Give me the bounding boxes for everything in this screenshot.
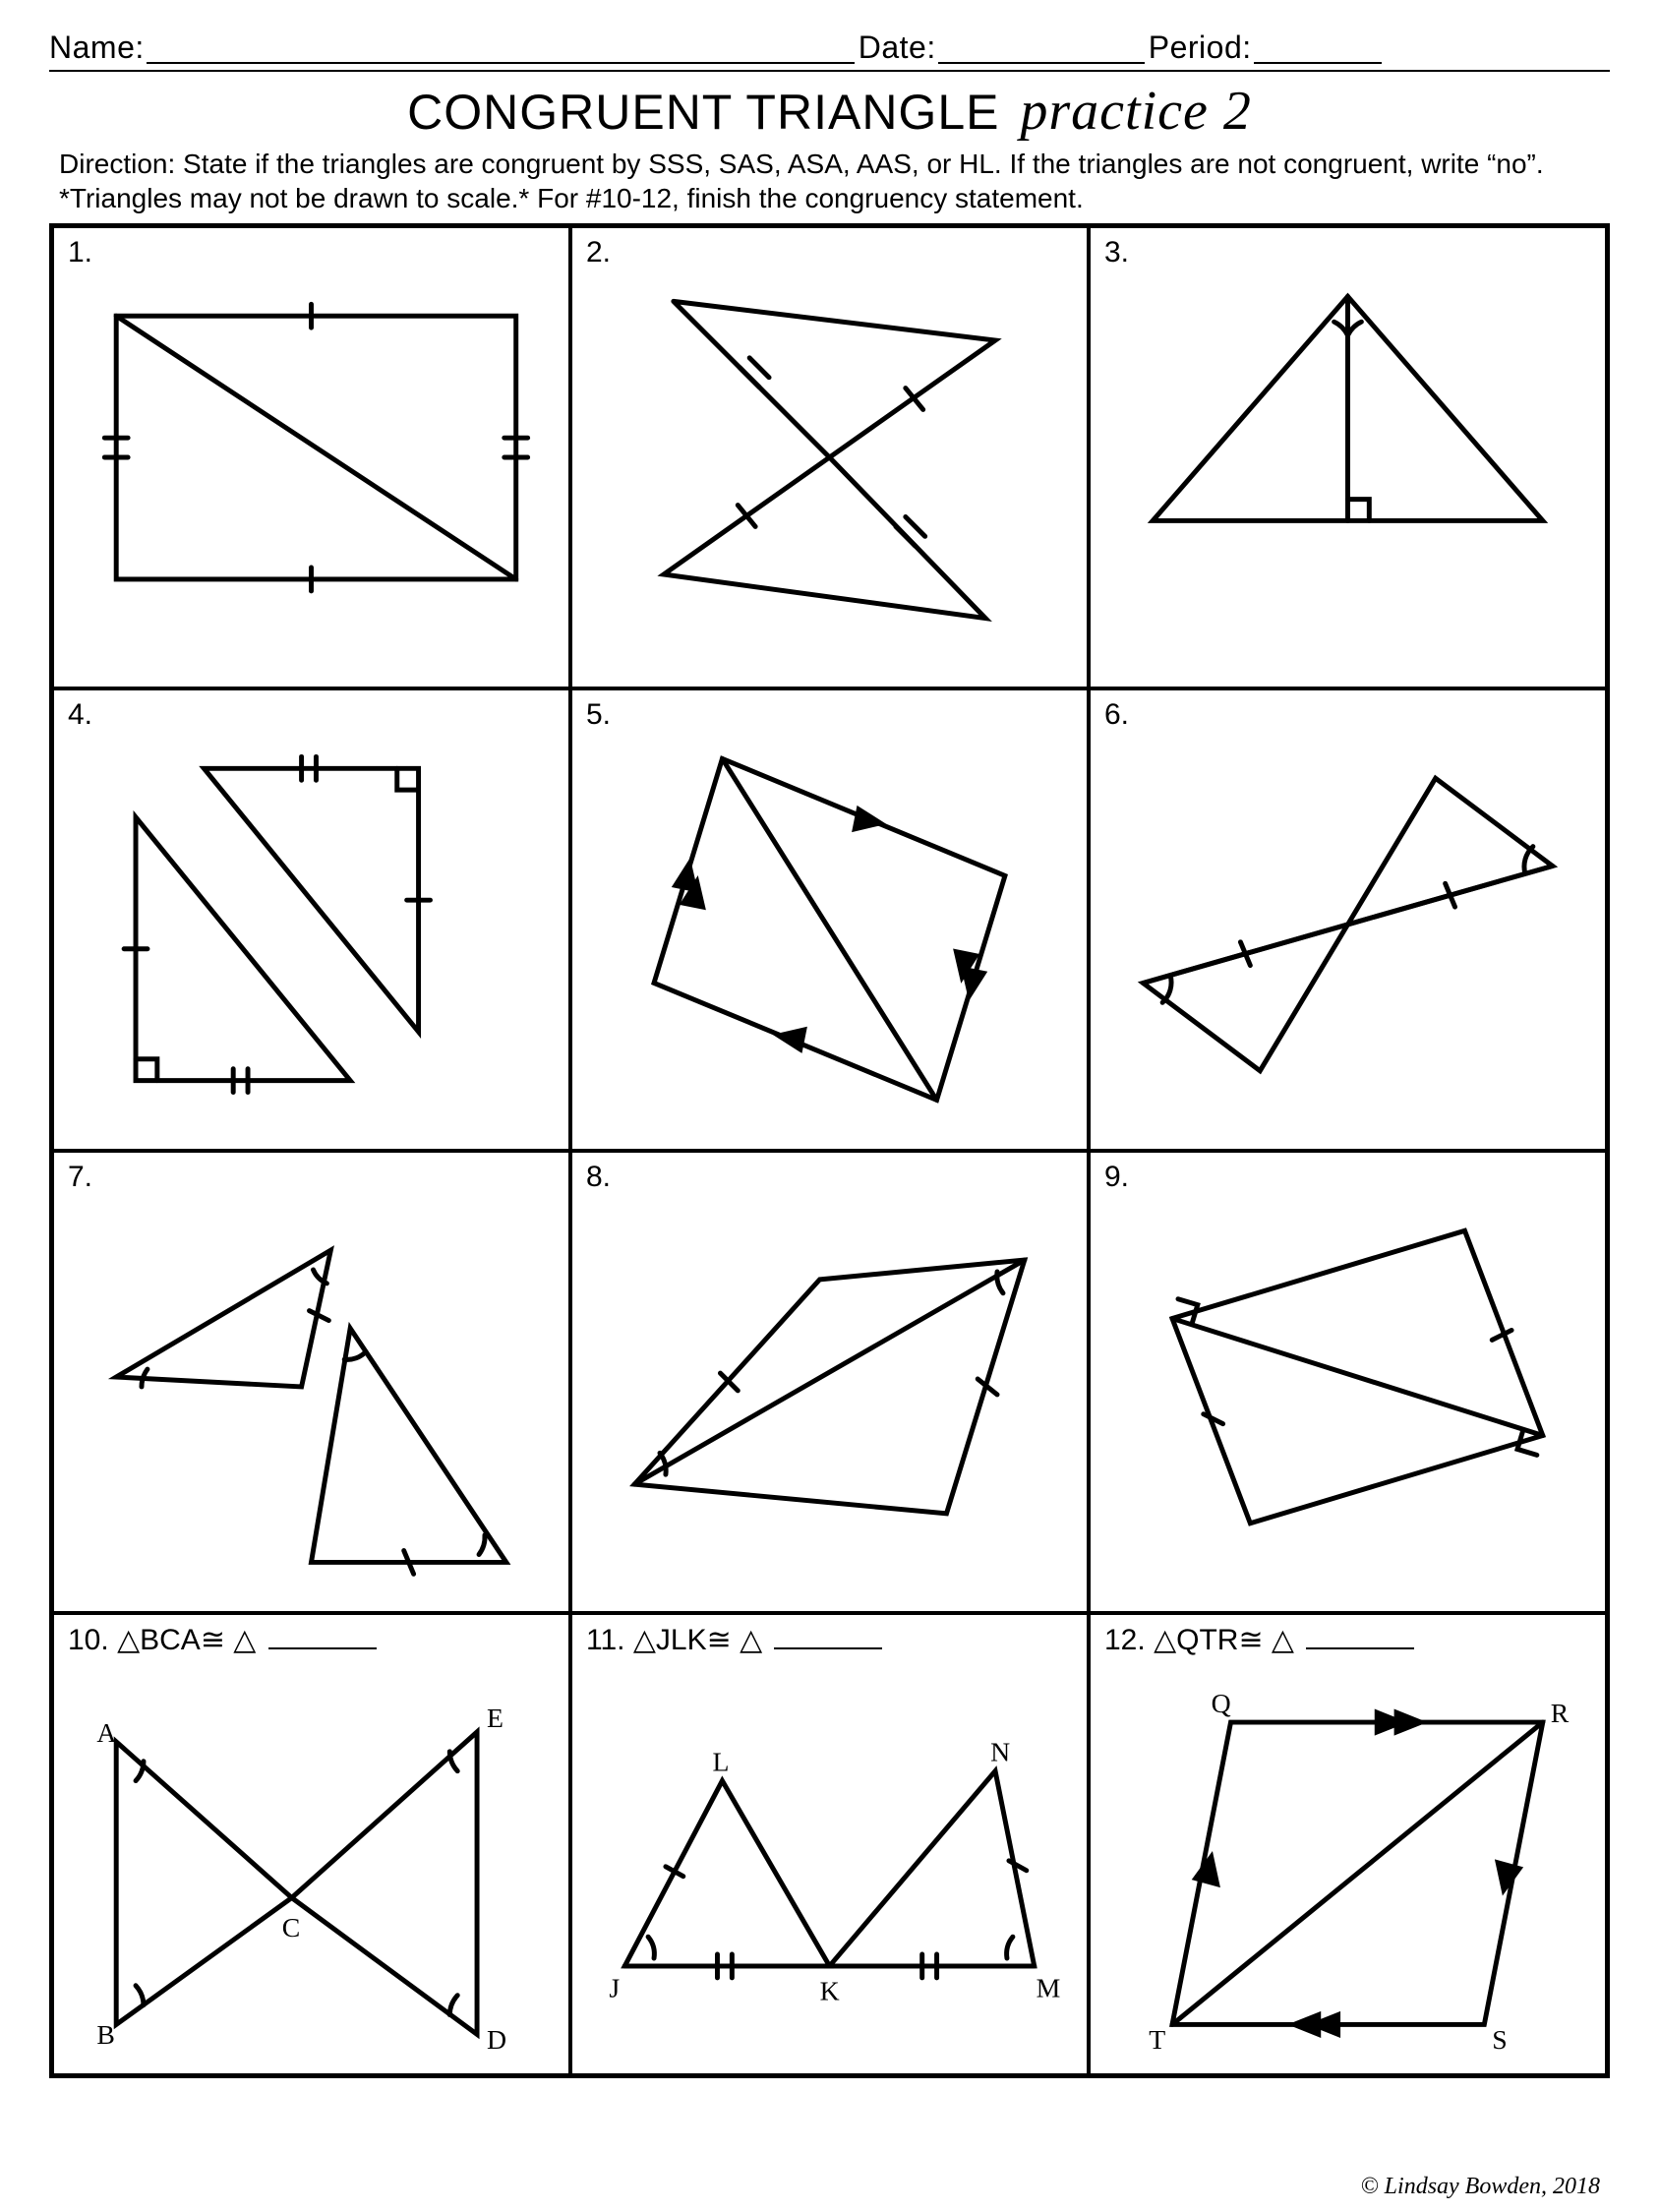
qnum-2: 2. xyxy=(586,236,611,269)
problem-11: 11. △JLK≅ △ xyxy=(570,1613,1089,2075)
title-script: practice 2 xyxy=(1020,81,1251,142)
qnum-9: 9. xyxy=(1104,1161,1129,1194)
figure-8 xyxy=(572,1153,1087,1611)
problem-2: 2. xyxy=(570,226,1089,688)
statement-10: 10. △BCA≅ △ xyxy=(68,1623,377,1657)
problem-1: 1. xyxy=(52,226,570,688)
qnum-11: 11. xyxy=(586,1624,624,1656)
label-R: R xyxy=(1551,1699,1570,1729)
statement-11: 11. △JLK≅ △ xyxy=(586,1623,882,1657)
copyright-footer: © Lindsay Bowden, 2018 xyxy=(1360,2174,1600,2200)
label-T: T xyxy=(1149,2025,1165,2056)
period-blank[interactable] xyxy=(1254,30,1382,64)
qnum-8: 8. xyxy=(586,1161,611,1194)
blank-12[interactable] xyxy=(1306,1647,1414,1649)
problem-8: 8. xyxy=(570,1151,1089,1613)
problem-3: 3. xyxy=(1089,226,1607,688)
title-main: CONGRUENT TRIANGLE xyxy=(407,85,999,140)
period-label: Period: xyxy=(1149,30,1252,66)
cong-12: △QTR≅ △ xyxy=(1154,1624,1294,1656)
figure-1 xyxy=(54,228,568,687)
label-Q: Q xyxy=(1212,1689,1231,1719)
problem-grid: 1. 2. xyxy=(49,223,1610,2078)
problem-10: 10. △BCA≅ △ A B C D xyxy=(52,1613,570,2075)
label-S: S xyxy=(1492,2025,1507,2056)
figure-6 xyxy=(1091,690,1605,1149)
label-E: E xyxy=(487,1704,504,1734)
name-label: Name: xyxy=(49,30,145,66)
figure-5 xyxy=(572,690,1087,1149)
label-K: K xyxy=(820,1977,840,2007)
qnum-4: 4. xyxy=(68,698,92,732)
problem-5: 5. xyxy=(570,688,1089,1151)
label-A: A xyxy=(96,1718,116,1749)
qnum-3: 3. xyxy=(1104,236,1129,269)
qnum-6: 6. xyxy=(1104,698,1129,732)
date-blank[interactable] xyxy=(938,30,1145,64)
figure-3 xyxy=(1091,228,1605,687)
figure-7 xyxy=(54,1153,568,1611)
blank-10[interactable] xyxy=(268,1647,377,1649)
qnum-10: 10. xyxy=(68,1624,109,1656)
problem-12: 12. △QTR≅ △ Q xyxy=(1089,1613,1607,2075)
problem-4: 4. xyxy=(52,688,570,1151)
statement-12: 12. △QTR≅ △ xyxy=(1104,1623,1414,1657)
problem-7: 7. xyxy=(52,1151,570,1613)
label-N: N xyxy=(990,1738,1010,1768)
name-blank[interactable] xyxy=(147,30,855,64)
figure-2 xyxy=(572,228,1087,687)
directions-text: Direction: State if the triangles are co… xyxy=(59,147,1600,215)
label-M: M xyxy=(1037,1974,1061,2004)
cong-11: △JLK≅ △ xyxy=(633,1624,762,1656)
label-D: D xyxy=(487,2025,506,2056)
blank-11[interactable] xyxy=(774,1647,882,1649)
qnum-1: 1. xyxy=(68,236,92,269)
label-L: L xyxy=(713,1748,730,1778)
label-B: B xyxy=(96,2020,115,2051)
date-label: Date: xyxy=(859,30,936,66)
label-J: J xyxy=(609,1974,620,2004)
figure-4 xyxy=(54,690,568,1149)
qnum-12: 12. xyxy=(1104,1624,1146,1656)
figure-9 xyxy=(1091,1153,1605,1611)
cong-10: △BCA≅ △ xyxy=(117,1624,256,1656)
qnum-5: 5. xyxy=(586,698,611,732)
problem-6: 6. xyxy=(1089,688,1607,1151)
figure-12: Q R T S xyxy=(1091,1615,1605,2073)
worksheet-header: Name: Date: Period: xyxy=(49,30,1610,72)
problem-9: 9. xyxy=(1089,1151,1607,1613)
worksheet-title: CONGRUENT TRIANGLE practice 2 xyxy=(49,80,1610,143)
figure-11: J L K N M xyxy=(572,1615,1087,2073)
label-C: C xyxy=(282,1913,301,1943)
figure-10: A B C D E xyxy=(54,1615,568,2073)
qnum-7: 7. xyxy=(68,1161,92,1194)
